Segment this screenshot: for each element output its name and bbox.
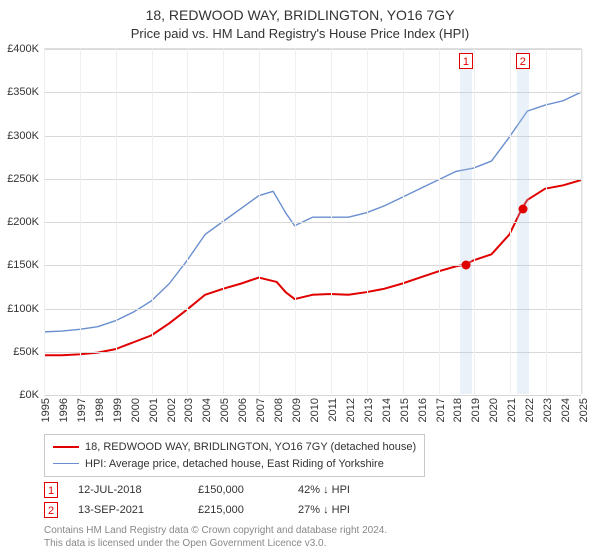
y-axis-label: £300K [0, 130, 39, 142]
footer-line-2: This data is licensed under the Open Gov… [44, 537, 387, 550]
sales-row-tag: 2 [44, 502, 58, 518]
legend-row: 18, REDWOOD WAY, BRIDLINGTON, YO16 7GY (… [53, 439, 416, 456]
x-axis-label: 2007 [255, 398, 267, 422]
chart-title: 18, REDWOOD WAY, BRIDLINGTON, YO16 7GY [0, 0, 600, 24]
x-axis-label: 1999 [112, 398, 124, 422]
sale-point-dot [461, 261, 470, 270]
x-axis-label: 2015 [399, 398, 411, 422]
x-axis-label: 2018 [452, 398, 464, 422]
sales-row-delta: 27% ↓ HPI [298, 504, 398, 516]
footer-line-1: Contains HM Land Registry data © Crown c… [44, 524, 387, 537]
x-axis-label: 2009 [291, 398, 303, 422]
x-axis-label: 2000 [130, 398, 142, 422]
x-axis-label: 2024 [560, 398, 572, 422]
x-axis-label: 2020 [488, 398, 500, 422]
x-axis-label: 2011 [327, 398, 339, 422]
sales-row: 2 13-SEP-2021 £215,000 27% ↓ HPI [44, 500, 398, 520]
y-axis-label: £250K [0, 173, 39, 185]
legend-swatch [53, 463, 79, 464]
x-axis-label: 2014 [381, 398, 393, 422]
y-axis-label: £0K [0, 389, 39, 401]
sales-table: 1 12-JUL-2018 £150,000 42% ↓ HPI 2 13-SEP-202… [44, 480, 398, 520]
chart-subtitle: Price paid vs. HM Land Registry's House … [0, 26, 600, 41]
sales-row-tag: 1 [44, 482, 58, 498]
legend-row: HPI: Average price, detached house, East… [53, 456, 416, 473]
x-axis-label: 2016 [417, 398, 429, 422]
x-axis-label: 1995 [40, 398, 52, 422]
y-axis-label: £400K [0, 43, 39, 55]
sale-marker-tag: 2 [516, 53, 530, 69]
x-axis-label: 2008 [273, 398, 285, 422]
x-axis-label: 2005 [219, 398, 231, 422]
legend-swatch [53, 446, 79, 448]
sales-row-date: 13-SEP-2021 [78, 504, 178, 516]
y-axis-label: £150K [0, 259, 39, 271]
sales-row-price: £150,000 [198, 484, 278, 496]
sale-marker-tag: 1 [459, 53, 473, 69]
chart-plot-area: £0K£50K£100K£150K£200K£250K£300K£350K£40… [44, 48, 582, 394]
x-axis-label: 2001 [148, 398, 160, 422]
sales-row: 1 12-JUL-2018 £150,000 42% ↓ HPI [44, 480, 398, 500]
x-axis-label: 2004 [201, 398, 213, 422]
chart-container: 18, REDWOOD WAY, BRIDLINGTON, YO16 7GY P… [0, 0, 600, 560]
legend: 18, REDWOOD WAY, BRIDLINGTON, YO16 7GY (… [44, 434, 425, 477]
x-axis-label: 2012 [345, 398, 357, 422]
x-axis-label: 1997 [76, 398, 88, 422]
x-axis-label: 1998 [94, 398, 106, 422]
x-axis-label: 2013 [363, 398, 375, 422]
x-axis-label: 2003 [183, 398, 195, 422]
y-axis-label: £100K [0, 303, 39, 315]
legend-label: HPI: Average price, detached house, East… [85, 456, 384, 473]
sales-row-date: 12-JUL-2018 [78, 484, 178, 496]
x-axis-label: 2019 [470, 398, 482, 422]
x-axis-label: 2002 [166, 398, 178, 422]
x-axis-label: 2021 [506, 398, 518, 422]
x-axis-label: 2010 [309, 398, 321, 422]
series-hpi [44, 92, 581, 332]
x-axis-label: 2022 [524, 398, 536, 422]
y-axis-label: £50K [0, 346, 39, 358]
sales-row-price: £215,000 [198, 504, 278, 516]
y-axis-label: £350K [0, 86, 39, 98]
series-property [44, 180, 581, 355]
sales-row-delta: 42% ↓ HPI [298, 484, 398, 496]
x-axis-label: 2025 [578, 398, 590, 422]
footer-attribution: Contains HM Land Registry data © Crown c… [44, 524, 387, 550]
x-axis-label: 1996 [58, 398, 70, 422]
x-axis-label: 2017 [435, 398, 447, 422]
y-axis-label: £200K [0, 216, 39, 228]
sale-point-dot [518, 205, 527, 214]
x-axis-label: 2023 [542, 398, 554, 422]
x-axis-label: 2006 [237, 398, 249, 422]
legend-label: 18, REDWOOD WAY, BRIDLINGTON, YO16 7GY (… [85, 439, 416, 456]
